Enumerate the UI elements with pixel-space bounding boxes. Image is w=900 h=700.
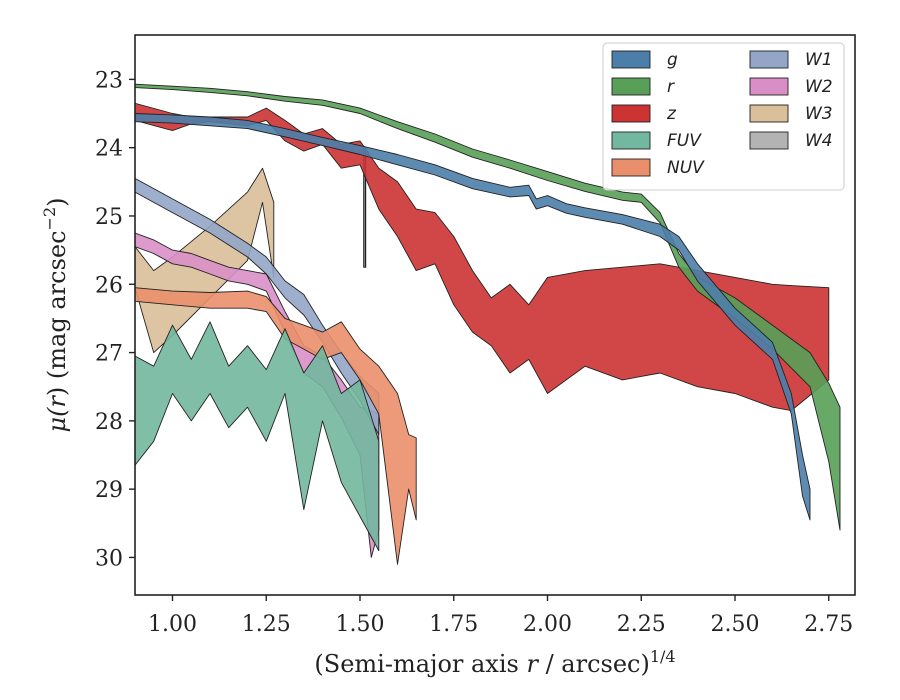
legend-label-W3: W3 (805, 104, 833, 124)
legend-label-W2: W2 (805, 77, 833, 97)
legend-swatch-W4 (749, 131, 789, 150)
legend-label-r: r (667, 77, 675, 97)
legend: grz FUV NUV W1 W2 W3 W4 (602, 42, 845, 191)
legend-label-NUV: NUV (667, 158, 705, 178)
y-axis-ticks: 23 24 25 26 27 28 29 30 (95, 68, 135, 571)
x-tick-label: 2.25 (617, 612, 666, 637)
x-tick-label: 1.75 (429, 612, 478, 637)
legend-swatch-z (611, 104, 651, 123)
band-NUV (135, 287, 417, 565)
legend-swatch-g (611, 50, 651, 69)
x-axis-ticks: 1.00 1.25 1.50 1.75 2.00 2.25 2.50 2.75 (148, 595, 853, 637)
legend-swatch-W1 (749, 50, 789, 69)
band-W1 (135, 177, 380, 435)
legend-label-FUV: FUV (667, 131, 702, 151)
legend-swatch-NUV (611, 158, 651, 177)
y-tick-label: 29 (95, 478, 123, 503)
legend-label-W1: W1 (805, 50, 833, 70)
band-FUV (135, 321, 380, 552)
legend-label-z: z (666, 104, 677, 124)
band-g (135, 113, 811, 521)
band-r (135, 83, 841, 531)
y-tick-label: 24 (95, 137, 123, 162)
x-tick-label: 1.25 (242, 612, 291, 637)
x-tick-label: 2.50 (711, 612, 760, 637)
y-tick-label: 23 (95, 68, 123, 93)
legend-swatch-r (611, 77, 651, 96)
x-tick-label: 2.00 (523, 612, 572, 637)
y-tick-label: 30 (95, 546, 123, 571)
legend-swatch-W3 (749, 104, 789, 123)
legend-label-g: g (667, 50, 678, 70)
y-tick-label: 28 (95, 410, 123, 435)
series-bands (135, 83, 841, 565)
legend-swatch-W2 (749, 77, 789, 96)
y-tick-label: 25 (95, 205, 123, 230)
y-tick-label: 27 (95, 342, 123, 367)
x-tick-label: 2.75 (804, 612, 853, 637)
legend-label-W4: W4 (805, 131, 833, 151)
x-tick-label: 1.00 (148, 612, 197, 637)
plot-frame (134, 34, 856, 596)
x-tick-label: 1.50 (336, 612, 385, 637)
y-tick-label: 26 (95, 273, 123, 298)
x-axis-label: (Semi-major axis r / arcsec)1/4 (314, 647, 675, 678)
legend-swatch-FUV (611, 131, 651, 150)
y-axis-label: μ(r) (mag arcsec−2) (40, 197, 71, 432)
